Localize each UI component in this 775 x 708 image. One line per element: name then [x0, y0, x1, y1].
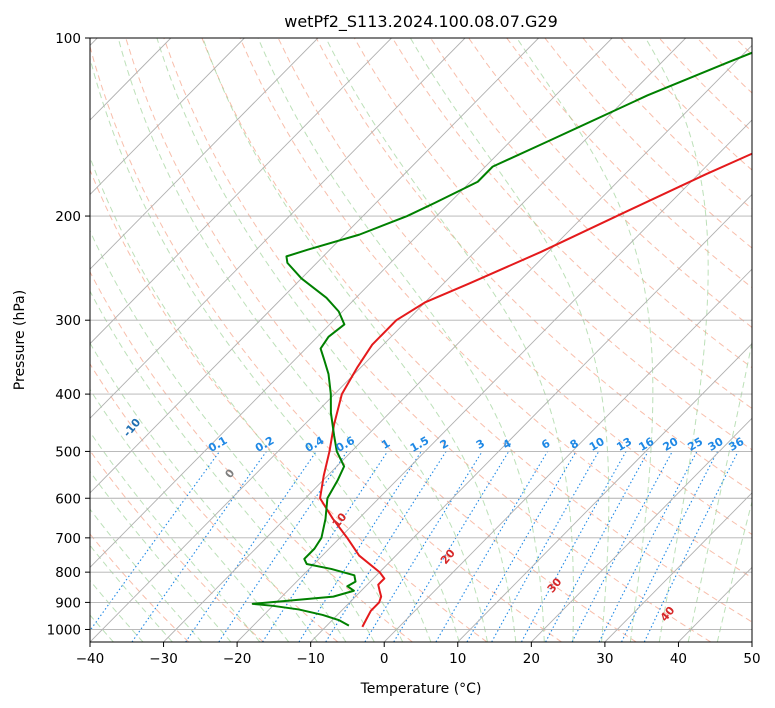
moist-adiabat-line — [90, 156, 404, 642]
moist-adiabat-line — [516, 38, 654, 642]
moist-adiabat-line — [409, 38, 610, 642]
dry-adiabat-line — [201, 38, 752, 623]
temperature-profile-line — [319, 152, 752, 628]
isotherm-line — [90, 38, 392, 345]
x-tick-label: −20 — [223, 651, 252, 667]
isotherm-line — [90, 38, 687, 642]
mixing-ratio-line — [298, 451, 422, 642]
mixing-ratio-line — [262, 451, 389, 642]
isotherm-lines — [90, 38, 752, 642]
y-tick-label: 300 — [55, 313, 81, 329]
isotherm-line — [90, 38, 466, 419]
dry-adiabat-line — [90, 168, 488, 642]
mixing-ratio-line — [621, 451, 718, 642]
y-tick-label: 100 — [55, 31, 81, 47]
isotherm-line — [163, 44, 752, 642]
moist-adiabat-line — [325, 38, 574, 642]
dry-adiabat-line — [315, 38, 752, 493]
x-axis: −40 −30 −20 −10 0 10 20 30 40 50 — [76, 642, 761, 667]
x-axis-label: Temperature (°C) — [360, 681, 482, 697]
dry-adiabat-line — [90, 44, 562, 642]
x-tick-label: 40 — [670, 651, 687, 667]
chart-title: wetPf2_S113.2024.100.08.07.G29 — [284, 12, 558, 32]
dry-adiabat-line — [90, 449, 264, 642]
mixing-ratio-line — [90, 451, 221, 632]
moist-adiabat-line — [257, 38, 545, 642]
x-tick-label: −30 — [149, 651, 178, 667]
y-tick-label: 800 — [55, 565, 81, 581]
y-tick-label: 900 — [55, 595, 81, 611]
dewpoint-profile-line — [251, 51, 752, 627]
y-axis: 100 200 300 400 500 600 700 800 900 1000 — [47, 31, 90, 638]
isotherm-line — [457, 343, 752, 642]
moist-adiabat-line — [716, 499, 752, 642]
moist-adiabat-line — [90, 388, 290, 642]
moist-adiabat-line — [90, 579, 144, 642]
y-tick-label: 500 — [55, 444, 81, 460]
isotherm-line — [604, 492, 752, 642]
moist-adiabat-line — [90, 470, 232, 642]
moist-adiabat-line — [90, 431, 261, 642]
y-tick-label: 200 — [55, 209, 81, 225]
isotherm-line — [90, 38, 319, 270]
x-tick-label: −40 — [76, 651, 105, 667]
mixing-ratio-lines — [90, 451, 739, 642]
moist-adiabat-line — [202, 38, 517, 642]
dry-adiabat-line — [353, 38, 752, 451]
x-tick-label: 30 — [596, 651, 613, 667]
isotherm-line — [383, 268, 752, 642]
dry-adiabat-line — [125, 38, 637, 642]
y-tick-label: 600 — [55, 491, 81, 507]
moist-adiabats — [90, 38, 752, 642]
isotherm-line — [90, 38, 613, 569]
x-tick-label: −10 — [296, 651, 325, 667]
sounding-series — [251, 51, 752, 628]
isotherm-line — [531, 417, 752, 642]
moist-adiabat-line — [90, 56, 432, 642]
y-axis-label: Pressure (hPa) — [12, 290, 28, 390]
dry-adiabat-line — [239, 38, 752, 579]
mixing-ratio-line — [598, 451, 698, 642]
moist-adiabat-line — [90, 544, 173, 642]
isotherm-line — [90, 38, 539, 494]
mixing-ratio-line — [218, 451, 348, 642]
isobar-gridlines — [90, 38, 752, 630]
plot-area: -100-90-80-70-60-50-40-30-20-10010203040… — [90, 38, 752, 642]
dry-adiabat-line — [90, 270, 413, 642]
x-tick-label: 50 — [743, 651, 760, 667]
mixing-ratio-line — [364, 451, 483, 642]
mixing-ratio-line — [466, 451, 577, 642]
moist-adiabat-line — [90, 229, 375, 642]
moist-adiabat-line — [117, 38, 460, 642]
mixing-ratio-line — [185, 451, 317, 642]
isotherm-line — [236, 119, 752, 642]
moist-adiabat-line — [90, 290, 347, 642]
x-tick-label: 10 — [449, 651, 466, 667]
isotherm-line — [90, 38, 245, 196]
moist-adiabat-line — [156, 38, 488, 642]
moist-adiabat-line — [687, 339, 752, 642]
plot-frame — [89, 37, 753, 643]
x-tick-label: 0 — [380, 651, 389, 667]
dry-adiabat-line — [506, 38, 752, 289]
y-tick-label: 400 — [55, 387, 81, 403]
dry-adiabat-line — [392, 38, 752, 410]
y-tick-label: 1000 — [47, 622, 81, 638]
mixing-ratio-line — [545, 451, 649, 642]
dry-adiabat-line — [430, 38, 752, 369]
dry-adiabat-line — [468, 38, 752, 329]
isotherm-line — [310, 193, 752, 642]
mixing-ratio-line — [520, 451, 627, 642]
dry-adiabat-line — [163, 38, 712, 642]
x-tick-label: 20 — [523, 651, 540, 667]
moist-adiabat-line — [645, 38, 709, 642]
y-tick-label: 700 — [55, 531, 81, 547]
moist-adiabat-line — [90, 508, 203, 642]
